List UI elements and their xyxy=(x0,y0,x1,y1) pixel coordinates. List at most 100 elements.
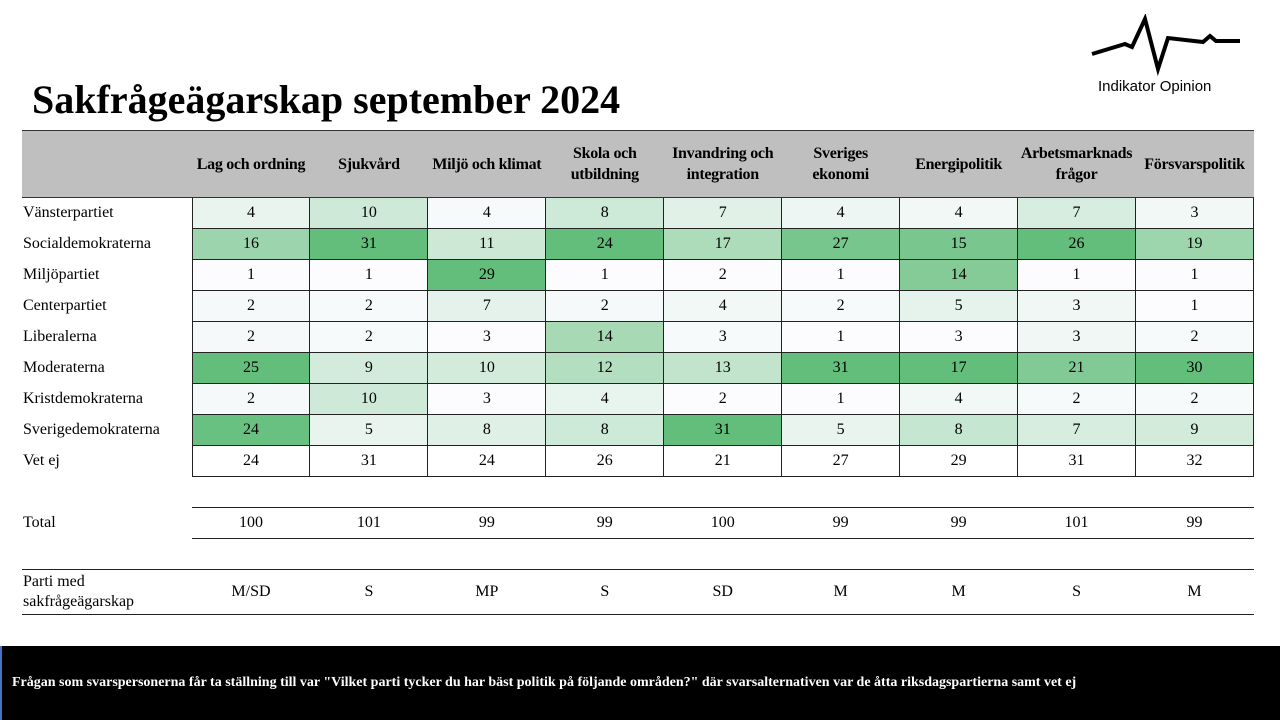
row-label: Socialdemokraterna xyxy=(23,235,151,252)
value-cell: 99 xyxy=(427,507,546,539)
value-cell: 101 xyxy=(1017,507,1136,539)
column-header: Skola och utbildning xyxy=(545,130,664,198)
value-cell: 26 xyxy=(1017,228,1136,260)
table-row: Sverigedemokraterna 24 5 8 8 31 5 8 7 9 xyxy=(22,414,1254,446)
value-cell: 17 xyxy=(663,228,783,260)
value-cell: 10 xyxy=(309,383,429,415)
value-cell: MP xyxy=(427,569,546,615)
value-cell: 25 xyxy=(191,352,311,384)
table-row: Moderaterna 25 9 10 12 13 31 17 21 30 xyxy=(22,352,1254,384)
value-cell: 8 xyxy=(427,414,547,446)
value-cell: 8 xyxy=(545,414,665,446)
value-cell: 99 xyxy=(545,507,664,539)
value-cell: 10 xyxy=(309,197,429,229)
value-cell: M/SD xyxy=(192,569,310,615)
value-cell: S xyxy=(309,569,428,615)
value-cell: M xyxy=(1135,569,1254,615)
footer-note: Frågan som svarspersonerna får ta ställn… xyxy=(0,646,1280,720)
table-row: Socialdemokraterna 16 31 11 24 17 27 15 26 19 xyxy=(22,228,1254,260)
value-cell: 24 xyxy=(191,445,311,477)
value-cell: 21 xyxy=(663,445,783,477)
value-cell: 2 xyxy=(545,290,665,322)
spacer-row xyxy=(22,477,1254,508)
value-cell: 4 xyxy=(427,197,547,229)
table-row: Vet ej 24 31 24 26 21 27 29 31 32 xyxy=(22,445,1254,477)
value-cell: SD xyxy=(663,569,782,615)
table-row: Total 100 101 99 99 100 99 99 101 99 xyxy=(22,507,1254,539)
value-cell: 3 xyxy=(1017,290,1136,322)
value-cell: 19 xyxy=(1135,228,1254,260)
row-label: Moderaterna xyxy=(23,359,105,376)
value-cell: 99 xyxy=(899,507,1018,539)
value-cell: 1 xyxy=(191,259,311,291)
table-row: Parti med sakfrågeägarskap M/SD S MP S SD M M S M xyxy=(22,569,1254,615)
value-cell: S xyxy=(545,569,664,615)
value-cell: 4 xyxy=(781,197,901,229)
value-cell: 4 xyxy=(899,383,1019,415)
value-cell: 7 xyxy=(427,290,547,322)
value-cell: 5 xyxy=(899,290,1019,322)
value-cell: 26 xyxy=(545,445,665,477)
spacer-row xyxy=(22,539,1254,570)
column-header: Lag och ordning xyxy=(192,130,310,198)
row-label: Total xyxy=(23,514,56,531)
value-cell: 101 xyxy=(309,507,428,539)
column-header: Sjukvård xyxy=(309,130,428,198)
value-cell: 1 xyxy=(781,259,901,291)
value-cell: 4 xyxy=(899,197,1019,229)
value-cell: 2 xyxy=(191,290,311,322)
column-header: Arbetsmarknadsfrågor xyxy=(1017,130,1136,198)
value-cell: 3 xyxy=(1017,321,1136,353)
value-cell: 1 xyxy=(781,321,901,353)
value-cell: 1 xyxy=(1135,290,1254,322)
page-title: Sakfrågeägarskap september 2024 xyxy=(32,77,621,122)
value-cell: 9 xyxy=(1135,414,1254,446)
column-header: Invandring och integration xyxy=(663,130,782,198)
value-cell: 2 xyxy=(1017,383,1136,415)
value-cell: 1 xyxy=(781,383,901,415)
value-cell: 24 xyxy=(191,414,311,446)
column-header: Sveriges ekonomi xyxy=(781,130,900,198)
column-header: Miljö och klimat xyxy=(427,130,546,198)
issue-ownership-table: Lag och ordning Sjukvård Miljö och klimat S… xyxy=(22,130,1254,615)
value-cell: 24 xyxy=(545,228,665,260)
value-cell: 7 xyxy=(663,197,783,229)
value-cell: 3 xyxy=(899,321,1019,353)
value-cell: 2 xyxy=(663,259,783,291)
value-cell: 3 xyxy=(663,321,783,353)
value-cell: 24 xyxy=(427,445,547,477)
value-cell: 5 xyxy=(781,414,901,446)
value-cell: 31 xyxy=(309,228,429,260)
value-cell: 17 xyxy=(899,352,1019,384)
row-label: Vänsterpartiet xyxy=(23,204,114,222)
value-cell: 32 xyxy=(1135,445,1254,477)
value-cell: 2 xyxy=(191,321,311,353)
value-cell: 29 xyxy=(427,259,547,291)
table-row: Kristdemokraterna 2 10 3 4 2 1 4 2 2 xyxy=(22,383,1254,415)
table-row: Liberalerna 2 2 3 14 3 1 3 3 2 xyxy=(22,321,1254,353)
row-label: Sverigedemokraterna xyxy=(23,421,160,438)
logo-text: Indikator Opinion xyxy=(1098,78,1212,95)
value-cell: 8 xyxy=(899,414,1019,446)
table-row: Vänsterpartiet 4 10 4 8 7 4 4 7 3 xyxy=(22,197,1254,229)
row-label: Miljöpartiet xyxy=(23,266,100,283)
value-cell: 15 xyxy=(899,228,1019,260)
value-cell: 1 xyxy=(545,259,665,291)
value-cell: 27 xyxy=(781,228,901,260)
value-cell: 4 xyxy=(191,197,311,229)
value-cell: 2 xyxy=(781,290,901,322)
value-cell: 100 xyxy=(663,507,782,539)
value-cell: 2 xyxy=(1135,321,1254,353)
table-row: Miljöpartiet 1 1 29 1 2 1 14 1 1 xyxy=(22,259,1254,291)
value-cell: 14 xyxy=(545,321,665,353)
value-cell: 3 xyxy=(427,321,547,353)
value-cell: 29 xyxy=(899,445,1019,477)
table-row: Centerpartiet 2 2 7 2 4 2 5 3 1 xyxy=(22,290,1254,322)
value-cell: 100 xyxy=(192,507,310,539)
value-cell: 31 xyxy=(781,352,901,384)
row-label: Kristdemokraterna xyxy=(23,390,143,407)
value-cell: 2 xyxy=(309,321,429,353)
value-cell: 14 xyxy=(899,259,1019,291)
value-cell: 11 xyxy=(427,228,547,260)
value-cell: 7 xyxy=(1017,414,1136,446)
